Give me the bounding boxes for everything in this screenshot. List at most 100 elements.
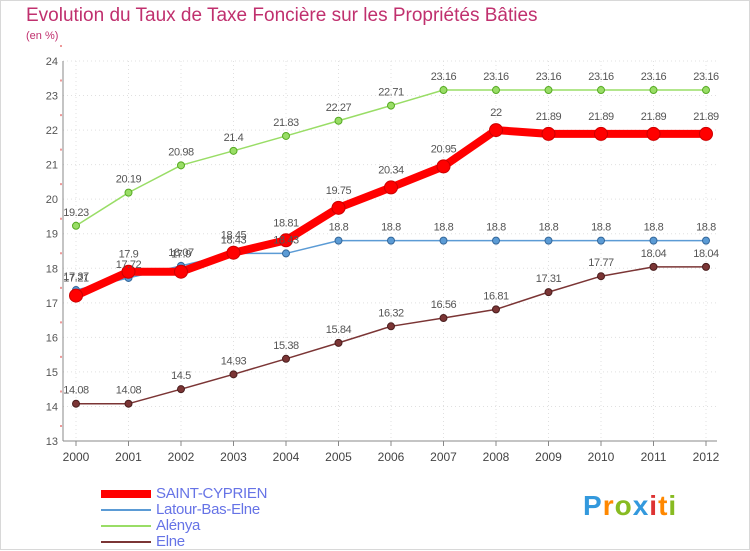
data-point-latour-bas-elne [649, 236, 658, 245]
data-label-elne: 14.93 [221, 355, 247, 367]
data-point-saint-cyprien [699, 126, 713, 141]
data-point-saint-cyprien [384, 180, 398, 195]
logo-letter: t [658, 490, 669, 521]
y-tick-label: 21 [46, 160, 58, 172]
data-label-elne: 18.04 [641, 248, 667, 260]
legend-swatch-elne [101, 541, 151, 543]
data-label-alenya: 23.16 [483, 71, 509, 83]
y-tick-label: 17 [46, 298, 58, 310]
logo-letter: r [602, 490, 615, 521]
x-tick-label: 2001 [115, 450, 142, 464]
y-tick-label: 20 [46, 194, 58, 206]
data-label-latour-bas-elne: 18.43 [221, 234, 247, 246]
data-point-saint-cyprien [331, 200, 346, 215]
data-label-saint-cyprien: 21.89 [693, 111, 719, 123]
data-point-saint-cyprien [436, 159, 451, 174]
data-label-saint-cyprien: 21.89 [641, 111, 667, 123]
data-point-alenya [229, 146, 238, 155]
data-point-elne [439, 314, 448, 323]
plot-area [63, 61, 717, 441]
data-label-elne: 16.56 [431, 299, 457, 311]
data-point-saint-cyprien [489, 123, 503, 138]
y-tick-label: 16 [46, 332, 58, 344]
data-label-latour-bas-elne: 18.43 [273, 234, 299, 246]
data-label-saint-cyprien: 20.34 [378, 164, 404, 176]
data-point-alenya [124, 188, 133, 197]
data-point-saint-cyprien [646, 126, 661, 141]
data-label-alenya: 23.16 [431, 71, 457, 83]
data-label-alenya: 22.27 [326, 102, 352, 114]
data-point-elne [124, 399, 133, 408]
data-label-elne: 15.38 [273, 340, 299, 352]
x-tick-label: 2009 [535, 450, 562, 464]
data-point-saint-cyprien [594, 126, 608, 141]
data-point-elne [177, 385, 185, 394]
data-point-alenya [702, 86, 710, 95]
proxiti-logo: Proxiti [583, 490, 677, 522]
data-label-saint-cyprien: 17.9 [171, 249, 191, 261]
data-point-elne [229, 370, 238, 379]
data-label-latour-bas-elne: 18.8 [329, 222, 349, 234]
data-point-latour-bas-elne [544, 236, 553, 245]
logo-letter: i [649, 490, 659, 521]
data-point-alenya [492, 86, 500, 95]
legend-label: Latour-Bas-Elne [156, 501, 260, 518]
data-point-alenya [649, 86, 658, 95]
data-label-elne: 16.32 [378, 307, 404, 319]
data-label-alenya: 23.16 [641, 71, 667, 83]
data-point-alenya [597, 86, 605, 95]
data-label-elne: 18.04 [693, 248, 719, 260]
legend-label: Alénya [156, 517, 201, 534]
x-tick-label: 2012 [693, 450, 720, 464]
data-label-saint-cyprien: 19.75 [326, 185, 352, 197]
y-tick-label: 14 [46, 401, 58, 413]
data-label-saint-cyprien: 20.95 [431, 143, 457, 155]
data-point-alenya [544, 86, 553, 95]
data-label-alenya: 19.23 [63, 207, 89, 219]
logo-letter: x [632, 490, 650, 521]
data-label-alenya: 23.16 [588, 71, 614, 83]
data-point-alenya [72, 221, 80, 230]
data-point-elne [544, 288, 553, 297]
x-tick-label: 2011 [641, 450, 667, 464]
data-label-elne: 14.08 [116, 385, 142, 397]
data-label-latour-bas-elne: 18.8 [486, 222, 506, 234]
data-label-latour-bas-elne: 18.8 [591, 222, 611, 234]
data-label-alenya: 20.98 [168, 146, 194, 158]
data-label-saint-cyprien: 22 [490, 107, 502, 119]
x-tick-label: 2000 [63, 450, 90, 464]
data-label-saint-cyprien: 17.21 [63, 273, 89, 285]
legend-swatch-saint-cyprien [101, 490, 151, 498]
data-point-alenya [334, 116, 343, 125]
data-point-saint-cyprien [226, 245, 241, 260]
y-tick-label: 13 [46, 436, 58, 448]
data-point-saint-cyprien [121, 264, 136, 279]
data-point-alenya [387, 101, 395, 110]
data-point-latour-bas-elne [492, 236, 500, 245]
data-label-saint-cyprien: 21.89 [588, 111, 614, 123]
data-label-latour-bas-elne: 18.8 [696, 222, 716, 234]
data-label-latour-bas-elne: 18.8 [644, 222, 664, 234]
data-point-elne [702, 262, 710, 271]
logo-letter: P [583, 490, 603, 521]
data-point-alenya [282, 131, 290, 140]
data-point-elne [387, 322, 395, 331]
data-point-saint-cyprien [279, 233, 293, 248]
x-tick-label: 2004 [273, 450, 300, 464]
y-tick-label: 15 [46, 367, 58, 379]
data-point-saint-cyprien [174, 264, 188, 279]
data-point-latour-bas-elne [282, 249, 290, 258]
x-tick-label: 2008 [483, 450, 510, 464]
data-label-elne: 14.5 [171, 370, 191, 382]
data-point-alenya [439, 86, 448, 95]
data-point-elne [492, 305, 500, 314]
data-label-latour-bas-elne: 17.72 [116, 259, 142, 271]
data-label-alenya: 21.83 [273, 117, 299, 129]
legend-swatch-latour-bas-elne [101, 509, 151, 511]
data-point-latour-bas-elne [334, 236, 343, 245]
data-label-latour-bas-elne: 18.8 [434, 222, 454, 234]
data-point-elne [597, 272, 605, 281]
legend-label: SAINT-CYPRIEN [156, 485, 268, 502]
